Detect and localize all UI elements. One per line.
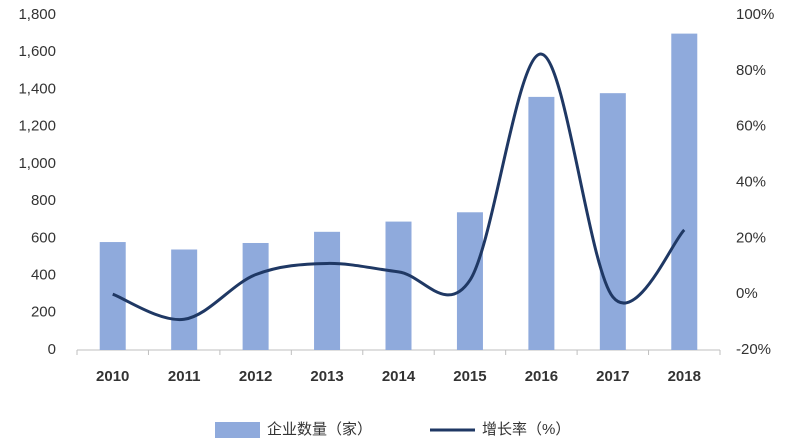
bar bbox=[242, 242, 269, 350]
x-tick-label: 2015 bbox=[453, 368, 486, 385]
legend-label: 企业数量（家） bbox=[267, 420, 372, 438]
y-tick-label: 1,800 bbox=[18, 6, 56, 23]
y-tick-label: 800 bbox=[31, 192, 56, 209]
bar bbox=[99, 242, 126, 350]
bar bbox=[171, 249, 198, 350]
bar bbox=[385, 221, 412, 350]
y2-tick-label: 40% bbox=[736, 173, 766, 190]
legend-swatch bbox=[215, 422, 260, 438]
y2-tick-label: -20% bbox=[736, 341, 771, 358]
x-tick-label: 2018 bbox=[668, 368, 701, 385]
y-tick-label: 1,200 bbox=[18, 118, 56, 135]
bar bbox=[528, 96, 555, 350]
x-tick-label: 2010 bbox=[96, 368, 129, 385]
x-tick-label: 2011 bbox=[168, 368, 201, 385]
x-tick-label: 2014 bbox=[382, 368, 416, 385]
x-tick-label: 2013 bbox=[310, 368, 343, 385]
bar bbox=[599, 93, 626, 351]
x-tick-label: 2016 bbox=[525, 368, 558, 385]
line bbox=[112, 52, 686, 321]
y2-tick-label: 100% bbox=[736, 6, 774, 23]
y2-tick-label: 80% bbox=[736, 62, 766, 79]
bar bbox=[314, 231, 341, 350]
x-tick-label: 2012 bbox=[239, 368, 272, 385]
y2-tick-label: 60% bbox=[736, 118, 766, 135]
y2-tick-label: 0% bbox=[736, 285, 758, 302]
y-tick-label: 0 bbox=[48, 341, 56, 358]
x-tick-label: 2017 bbox=[596, 368, 629, 385]
y-tick-label: 1,000 bbox=[18, 155, 56, 172]
y-tick-label: 1,400 bbox=[18, 80, 56, 97]
bar bbox=[671, 33, 698, 350]
y-tick-label: 1,600 bbox=[18, 43, 56, 60]
legend-label: 增长率（%） bbox=[482, 421, 570, 438]
y-tick-label: 600 bbox=[31, 229, 56, 246]
y-tick-label: 200 bbox=[31, 304, 56, 321]
y-tick-label: 400 bbox=[31, 267, 56, 284]
y2-tick-label: 20% bbox=[736, 229, 766, 246]
